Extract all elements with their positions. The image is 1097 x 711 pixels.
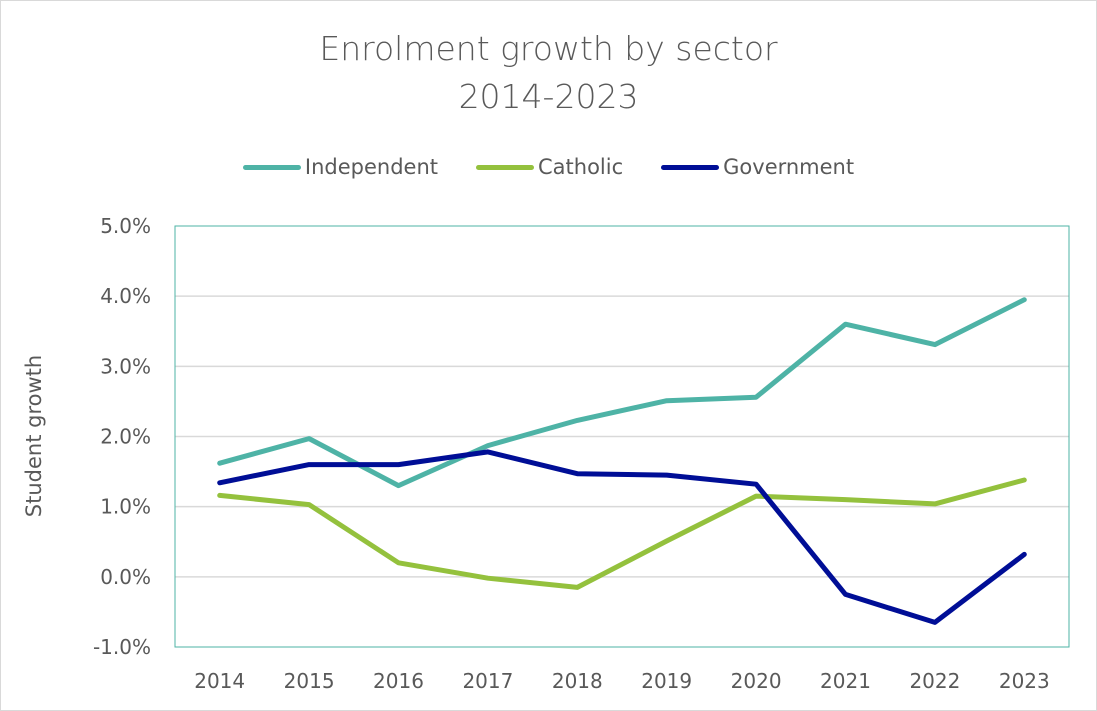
x-tick-label: 2023 (999, 669, 1050, 693)
legend-swatch-independent (242, 164, 301, 170)
gridlines (175, 295, 1069, 578)
y-axis-ticks: -1.0% 0.0% 1.0% 2.0% 3.0% 4.0% 5.0% (93, 214, 151, 659)
legend-label-government: Government (723, 155, 855, 179)
plot-border (174, 225, 1070, 648)
x-tick-label: 2020 (731, 669, 782, 693)
chart-title: Enrolment growth by sector 2014-2023 (1, 25, 1096, 121)
x-tick-label: 2021 (820, 669, 871, 693)
y-tick-label: 2.0% (100, 425, 151, 449)
y-tick-label: 4.0% (100, 284, 151, 308)
legend-item-government: Government (661, 155, 854, 179)
legend-swatch-catholic (476, 164, 534, 170)
legend-item-catholic: Catholic (476, 155, 623, 179)
y-tick-label: -1.0% (93, 635, 151, 659)
legend: Independent Catholic Government (1, 155, 1096, 179)
series-lines (217, 297, 1027, 625)
x-tick-label: 2018 (552, 669, 603, 693)
y-tick-label: 0.0% (100, 565, 151, 589)
y-tick-label: 3.0% (100, 354, 151, 378)
y-tick-label: 5.0% (100, 214, 151, 238)
legend-label-catholic: Catholic (538, 155, 624, 179)
legend-swatch-government (661, 164, 720, 170)
chart-title-line-1: Enrolment growth by sector (319, 29, 778, 68)
series-line-catholic (217, 477, 1027, 590)
series-line-government (217, 449, 1027, 625)
y-axis-title: Student growth (22, 355, 46, 517)
x-tick-label: 2014 (194, 669, 245, 693)
legend-label-independent: Independent (304, 155, 438, 179)
chart-title-line-2: 2014-2023 (458, 77, 639, 116)
series-line-independent (217, 297, 1027, 489)
x-tick-label: 2019 (641, 669, 692, 693)
x-tick-label: 2016 (373, 669, 424, 693)
legend-item-independent: Independent (242, 155, 438, 179)
x-tick-label: 2022 (909, 669, 960, 693)
x-tick-label: 2015 (284, 669, 335, 693)
x-tick-label: 2017 (462, 669, 513, 693)
x-axis-ticks: 2014 2015 2016 2017 2018 2019 2020 2021 2022 2023 (194, 669, 1050, 693)
y-tick-label: 1.0% (100, 495, 151, 519)
